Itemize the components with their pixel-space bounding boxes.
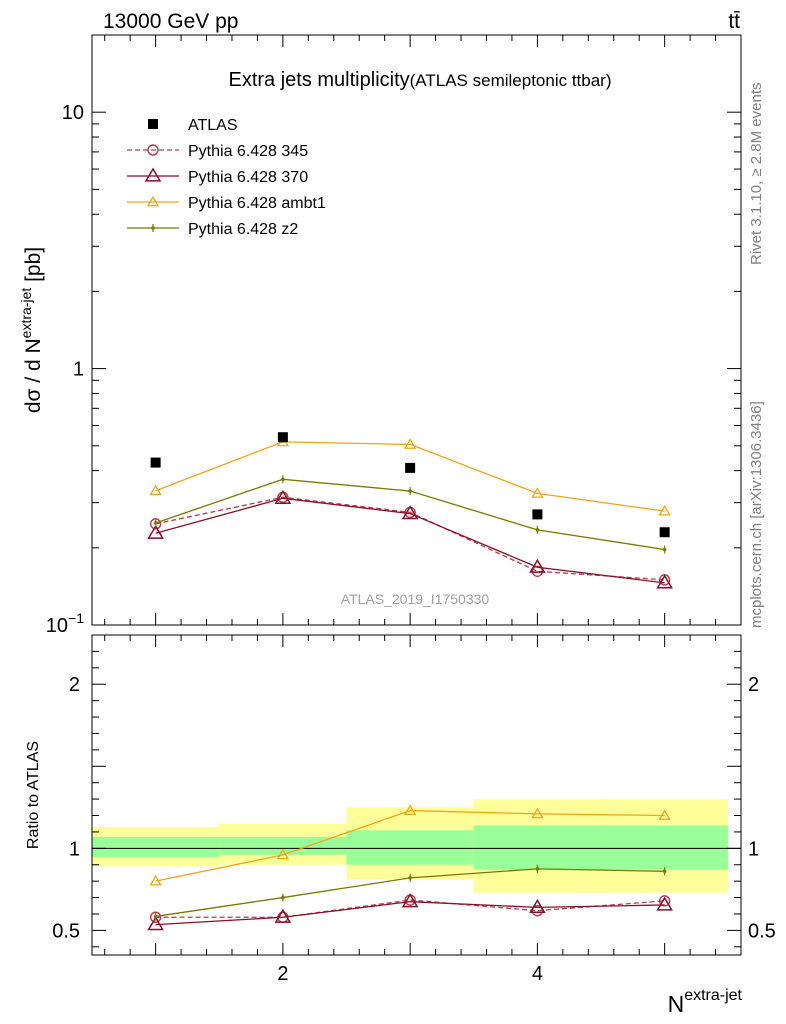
point-pythia-6-428-370 (529, 558, 546, 573)
x-tick-label: 4 (532, 963, 543, 985)
header-process: tt̄ (728, 10, 740, 33)
point-pythia-6-428-345 (149, 518, 162, 530)
ratio-panel-frame (91, 634, 742, 956)
ratio-line-pythia-6-428-370 (155, 901, 665, 926)
ratio-line-pythia-6-428-ambt1 (155, 809, 665, 882)
ratio-point-pythia-6-428-345 (658, 895, 671, 907)
atlas-data-point (277, 432, 288, 443)
point-pythia-6-428-370 (401, 505, 419, 520)
stat-uncertainty-band (473, 825, 602, 870)
ratio-y-tick-label: 0.5 (52, 920, 80, 942)
main-axis-ticks: 10 1 10−1 (46, 34, 741, 637)
header-energy: 13000 GeV pp (103, 10, 238, 33)
point-pythia-6-428-370 (147, 524, 164, 539)
legend-label-atlas: ATLAS (188, 117, 238, 134)
ratio-point-pythia-6-428-345 (531, 904, 544, 917)
y-tick-label: 1 (73, 359, 84, 381)
point-pythia-6-428-370 (274, 489, 292, 504)
ratio-point-pythia-6-428-370 (656, 896, 673, 911)
stat-uncertainty-band (346, 830, 474, 865)
legend-marker-pythia-6-428-370 (144, 167, 162, 182)
atlas-data-point (532, 509, 543, 520)
legend-marker-pythia-6-428-ambt1 (146, 195, 160, 207)
ratio-point-pythia-6-428-ambt1 (149, 874, 162, 886)
stat-uncertainty-band (219, 836, 347, 855)
analysis-tag: ATLAS_2019_I1750330 (341, 591, 490, 607)
main-y-axis-label: dσ / d Nextra-jet [pb] (18, 247, 45, 413)
legend-label-pythia-6-428-z2: Pythia 6.428 z2 (188, 221, 298, 238)
atlas-data-point (150, 457, 161, 468)
ratio-point-pythia-6-428-345 (149, 911, 162, 923)
stat-uncertainty-band (92, 836, 220, 858)
legend-label-pythia-6-428-ambt1: Pythia 6.428 ambt1 (188, 195, 326, 212)
series-line-pythia-6-428-370 (155, 497, 665, 584)
ratio-point-pythia-6-428-ambt1 (531, 807, 544, 819)
stat-uncertainty-band (601, 825, 729, 870)
ratio-y-tick-label: 0.5 (748, 920, 776, 942)
legend-marker-atlas (148, 119, 158, 129)
rivet-version-label: Rivet 3.1.10, ≥ 2.8M events (748, 83, 765, 266)
series-line-pythia-6-428-345 (155, 496, 665, 581)
ratio-point-pythia-6-428-ambt1 (276, 848, 290, 860)
point-pythia-6-428-ambt1 (531, 487, 544, 498)
legend-marker-pythia-6-428-345 (147, 144, 159, 156)
ratio-y-axis-label: Ratio to ATLAS (25, 741, 42, 849)
ratio-series-layer (147, 804, 673, 931)
point-pythia-6-428-ambt1 (658, 504, 671, 516)
point-pythia-6-428-ambt1 (404, 438, 417, 449)
ratio-y-tick-label: 2 (748, 674, 759, 696)
point-pythia-6-428-ambt1 (149, 484, 162, 496)
y-tick-label: 10 (62, 102, 84, 124)
ratio-point-pythia-6-428-ambt1 (404, 804, 417, 815)
ratio-line-pythia-6-428-345 (155, 899, 665, 918)
legend-label-pythia-6-428-370: Pythia 6.428 370 (188, 169, 308, 186)
y-tick-label: 10−1 (46, 610, 84, 637)
series-line-pythia-6-428-ambt1 (155, 441, 665, 512)
atlas-data-layer (150, 432, 670, 538)
point-pythia-6-428-345 (531, 565, 544, 577)
ratio-axis-ticks: 2 4 0.5 0.5 1 1 2 2 (52, 635, 776, 985)
legend: ATLAS Pythia 6.428 345 Pythia 6.428 370 Pyt… (127, 117, 326, 238)
ratio-y-tick-label: 2 (69, 674, 80, 696)
ratio-point-pythia-6-428-ambt1 (658, 809, 671, 820)
ratio-y-tick-label: 1 (69, 838, 80, 860)
x-axis-label: Nextra-jet (668, 987, 743, 1017)
atlas-data-point (405, 462, 416, 473)
ratio-point-pythia-6-428-370 (274, 908, 292, 923)
mcplots-label: mcplots.cern.ch [arXiv:1306.3436] (748, 401, 765, 628)
chart-title: Extra jets multiplicity(ATLAS semilepton… (228, 69, 611, 91)
ratio-point-pythia-6-428-370 (147, 916, 164, 931)
x-tick-label: 2 (277, 963, 288, 985)
ratio-point-pythia-6-428-370 (529, 898, 546, 914)
legend-label-pythia-6-428-345: Pythia 6.428 345 (188, 143, 308, 160)
point-pythia-6-428-370 (656, 574, 673, 589)
ratio-y-tick-label: 1 (748, 838, 759, 860)
atlas-data-point (659, 527, 670, 538)
main-panel-frame (91, 34, 742, 626)
ratio-uncertainty-bands (92, 799, 741, 893)
main-series-layer (147, 435, 673, 589)
ratio-point-pythia-6-428-370 (401, 893, 419, 908)
